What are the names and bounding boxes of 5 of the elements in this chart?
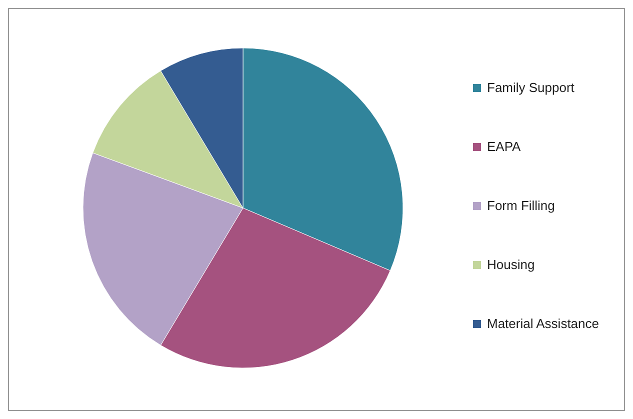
legend-label: Form Filling [487, 198, 555, 213]
legend-label: Material Assistance [487, 316, 599, 331]
legend-label: Family Support [487, 80, 575, 95]
legend-label: EAPA [487, 139, 522, 154]
legend-label: Housing [487, 257, 535, 272]
